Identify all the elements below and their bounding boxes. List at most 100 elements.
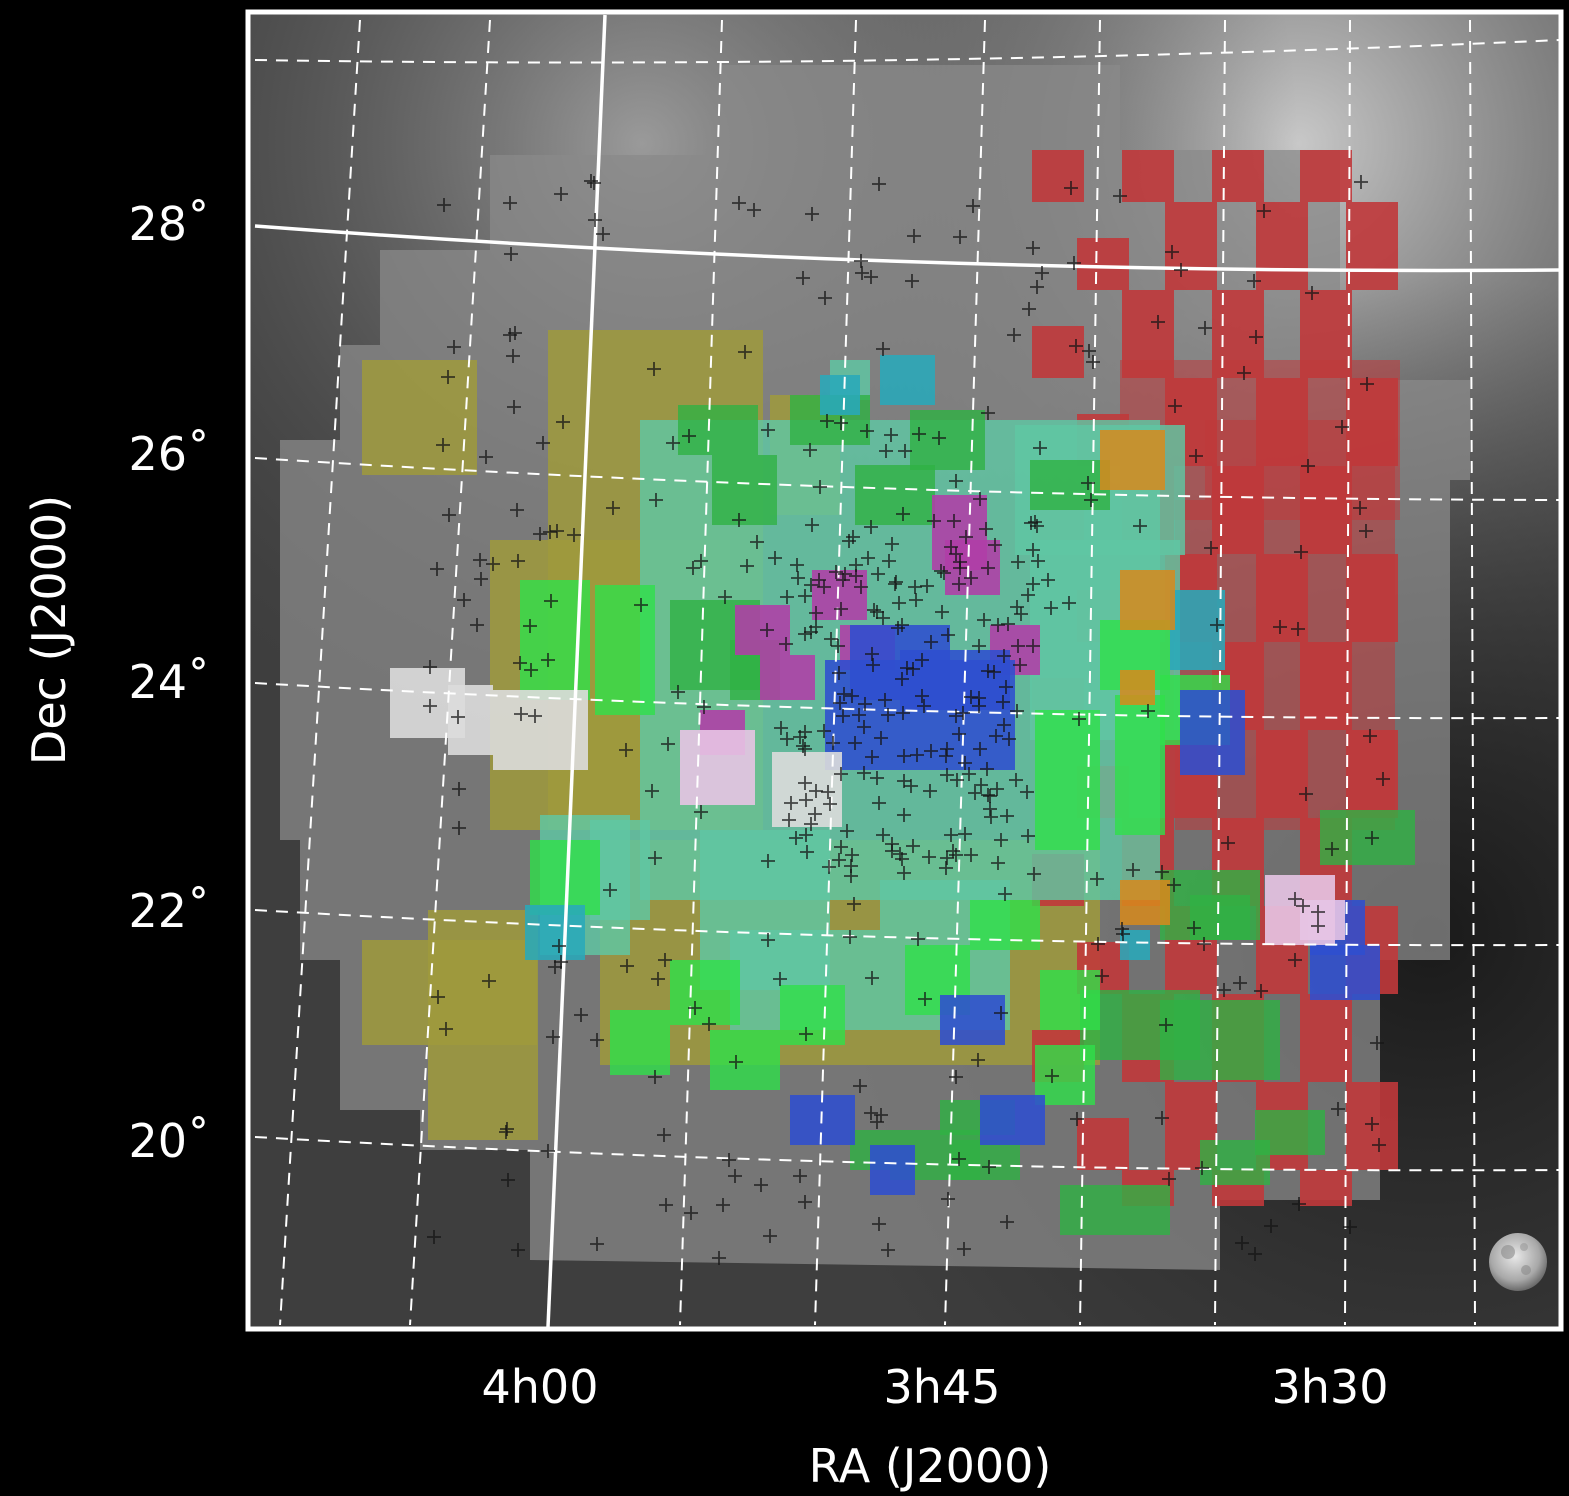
source-cross xyxy=(817,580,831,594)
source-cross xyxy=(504,247,518,261)
source-cross xyxy=(876,611,890,625)
dec-tick-26: 26˚ xyxy=(128,427,210,481)
source-cross xyxy=(972,691,986,705)
grid-dec-line xyxy=(254,1136,1561,1172)
source-cross xyxy=(844,869,858,883)
source-cross xyxy=(688,1001,702,1015)
source-cross xyxy=(499,1125,513,1139)
red-tile xyxy=(1032,150,1084,202)
source-cross xyxy=(620,959,634,973)
source-cross xyxy=(451,710,465,724)
source-cross xyxy=(1021,588,1035,602)
source-cross xyxy=(648,851,662,865)
source-cross xyxy=(1013,658,1027,672)
ra-tick-3h45: 3h45 xyxy=(884,1360,1001,1414)
plot-frame xyxy=(245,9,1564,1332)
source-cross xyxy=(845,689,859,703)
source-cross xyxy=(876,828,890,842)
source-cross xyxy=(983,802,997,816)
source-cross xyxy=(482,974,496,988)
source-cross xyxy=(1189,449,1203,463)
source-cross xyxy=(1187,921,1201,935)
coverage-tiles xyxy=(362,150,1415,1235)
source-cross xyxy=(791,571,805,585)
source-cross xyxy=(848,736,862,750)
source-cross xyxy=(1296,899,1310,913)
source-cross xyxy=(603,883,617,897)
source-cross xyxy=(888,577,902,591)
source-cross xyxy=(911,932,925,946)
source-cross xyxy=(1000,1215,1014,1229)
source-cross xyxy=(436,438,450,452)
green-tile xyxy=(712,455,777,525)
yellow-tile xyxy=(362,360,477,475)
source-cross xyxy=(991,618,1005,632)
source-cross xyxy=(1376,772,1390,786)
source-cross xyxy=(452,821,466,835)
source-cross xyxy=(1247,274,1261,288)
source-cross xyxy=(897,749,911,763)
white-tile xyxy=(448,685,493,755)
source-cross xyxy=(798,627,812,641)
source-cross xyxy=(834,416,848,430)
grid-ra-line xyxy=(1469,19,1476,1326)
source-cross xyxy=(1311,905,1325,919)
source-cross xyxy=(1115,922,1129,936)
source-cross xyxy=(982,1160,996,1174)
source-cross xyxy=(500,1122,514,1136)
source-cross xyxy=(973,492,987,506)
source-cross xyxy=(722,1153,736,1167)
source-cross xyxy=(780,732,794,746)
source-cross xyxy=(697,700,711,714)
source-cross xyxy=(857,720,871,734)
source-cross xyxy=(984,810,998,824)
source-cross xyxy=(804,578,818,592)
source-cross xyxy=(798,776,812,790)
source-cross xyxy=(996,695,1010,709)
source-cross xyxy=(944,540,958,554)
source-cross xyxy=(1354,175,1368,189)
source-cross xyxy=(861,551,875,565)
source-cross xyxy=(798,742,812,756)
source-cross xyxy=(1155,1111,1169,1125)
source-cross xyxy=(1288,892,1302,906)
source-cross xyxy=(1294,545,1308,559)
source-cross xyxy=(927,514,941,528)
cyan-tile xyxy=(525,905,585,960)
grid-ra-line xyxy=(944,19,986,1326)
source-cross xyxy=(1365,831,1379,845)
source-cross xyxy=(511,554,525,568)
source-cross xyxy=(796,271,810,285)
source-cross xyxy=(694,554,708,568)
source-cross xyxy=(944,828,958,842)
source-cross xyxy=(550,524,564,538)
source-cross xyxy=(979,522,993,536)
source-cross xyxy=(808,807,822,821)
source-cross xyxy=(858,697,872,711)
source-cross xyxy=(1021,829,1035,843)
bright-green-tile xyxy=(710,1030,780,1090)
source-cross xyxy=(651,972,665,986)
source-cross xyxy=(821,785,835,799)
source-cross xyxy=(1009,773,1023,787)
source-cross xyxy=(889,575,903,589)
source-cross xyxy=(1031,554,1045,568)
source-cross xyxy=(990,782,1004,796)
source-cross xyxy=(940,742,954,756)
source-cross xyxy=(829,565,843,579)
source-cross xyxy=(1010,600,1024,614)
source-cross xyxy=(1072,712,1086,726)
source-cross xyxy=(956,706,970,720)
source-cross xyxy=(1335,420,1349,434)
source-cross xyxy=(997,718,1011,732)
source-cross xyxy=(1067,256,1081,270)
source-cross xyxy=(870,605,884,619)
source-cross xyxy=(789,831,803,845)
source-cross xyxy=(686,561,700,575)
source-cross xyxy=(773,972,787,986)
source-cross xyxy=(524,663,538,677)
source-cross xyxy=(892,596,906,610)
source-cross xyxy=(959,530,973,544)
source-cross xyxy=(590,1033,604,1047)
source-cross xyxy=(885,844,899,858)
